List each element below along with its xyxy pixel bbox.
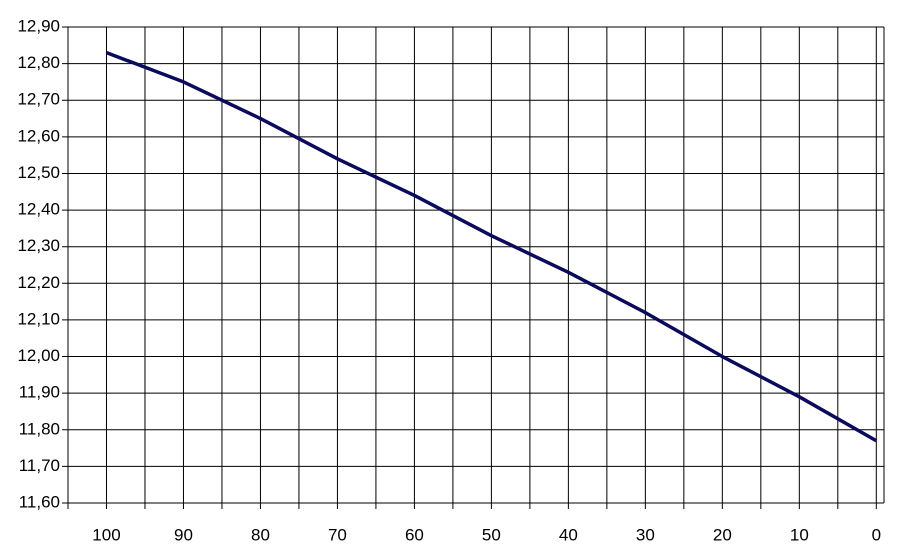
y-tick-label: 11,60	[19, 492, 60, 511]
x-tick-label: 10	[790, 525, 809, 544]
y-tick-label: 11,90	[19, 383, 60, 402]
x-tick-label: 70	[328, 525, 347, 544]
y-tick-label: 12,10	[17, 309, 60, 328]
y-tick-label: 12,80	[17, 53, 60, 72]
y-tick-label: 11,70	[19, 456, 60, 475]
y-tick-label: 12,50	[17, 163, 60, 182]
y-tick-label: 12,90	[17, 16, 60, 35]
y-tick-label: 11,80	[19, 419, 60, 438]
x-tick-label: 0	[872, 525, 881, 544]
y-tick-label: 12,70	[17, 90, 60, 109]
x-tick-label: 60	[405, 525, 424, 544]
y-tick-label: 12,00	[17, 346, 60, 365]
x-tick-label: 40	[559, 525, 578, 544]
y-tick-label: 12,60	[17, 126, 60, 145]
y-tick-label: 12,30	[17, 236, 60, 255]
data-line	[105, 50, 878, 443]
x-tick-label: 20	[713, 525, 732, 544]
x-tick-label: 30	[636, 525, 655, 544]
y-tick-label: 12,40	[17, 200, 60, 219]
x-tick-label: 50	[482, 525, 501, 544]
x-tick-label: 100	[92, 525, 120, 544]
x-tick-label: 80	[251, 525, 270, 544]
y-tick-label: 12,20	[17, 273, 60, 292]
x-tick-label: 90	[174, 525, 193, 544]
